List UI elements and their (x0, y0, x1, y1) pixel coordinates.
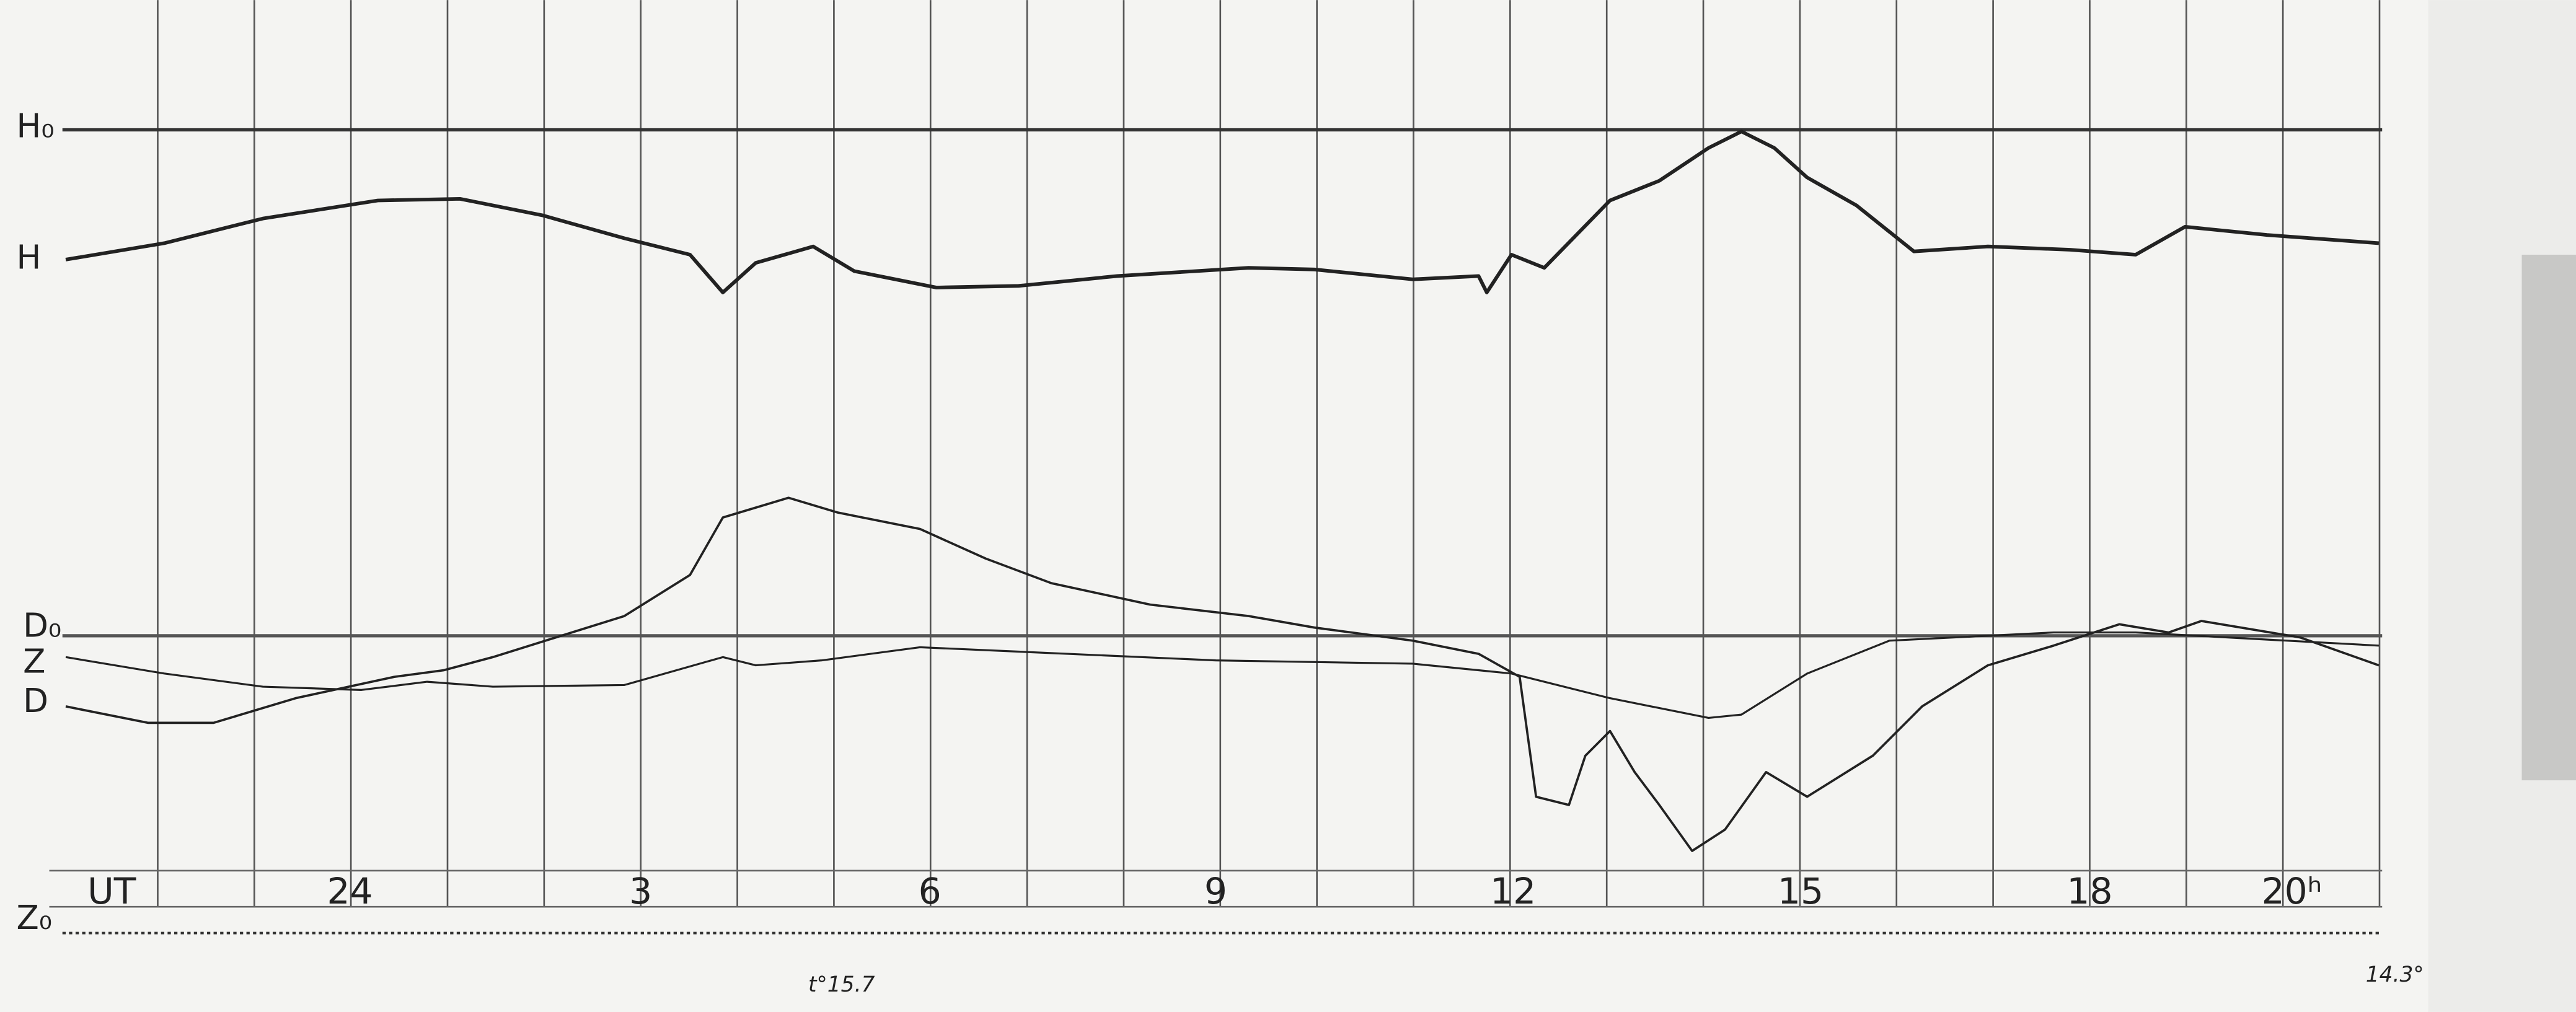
time-axis-label: UT (87, 870, 136, 912)
time-tick-label: 9 (1204, 870, 1227, 912)
d-baseline-label: D₀ (23, 606, 61, 645)
d-label: D (23, 682, 48, 720)
time-tick-label: 18 (2067, 870, 2112, 912)
time-tick-label: 20ʰ (2262, 870, 2322, 912)
start-temperature: t°15.7 (808, 972, 875, 997)
time-tick-label: 3 (629, 870, 652, 912)
time-ticks: 24 3 6 9 12 15 18 20ʰ (327, 870, 2322, 912)
time-tick-label: 24 (327, 870, 373, 912)
time-tick-label: 12 (1490, 870, 1536, 912)
z-trace (65, 631, 2380, 719)
time-tick-label: 6 (919, 870, 942, 912)
time-tick-label: 15 (1778, 870, 1824, 912)
end-temperature: 14.3° (2366, 962, 2424, 987)
z-label: Z (23, 643, 45, 681)
z-baseline-label: Z₀ (17, 899, 53, 937)
h-baseline-label: H₀ (17, 107, 55, 146)
h-label: H (17, 239, 42, 277)
d-trace (65, 496, 2380, 852)
h-trace (65, 130, 2380, 294)
hour-grid (157, 0, 2381, 907)
scale-strip (2521, 254, 2576, 781)
